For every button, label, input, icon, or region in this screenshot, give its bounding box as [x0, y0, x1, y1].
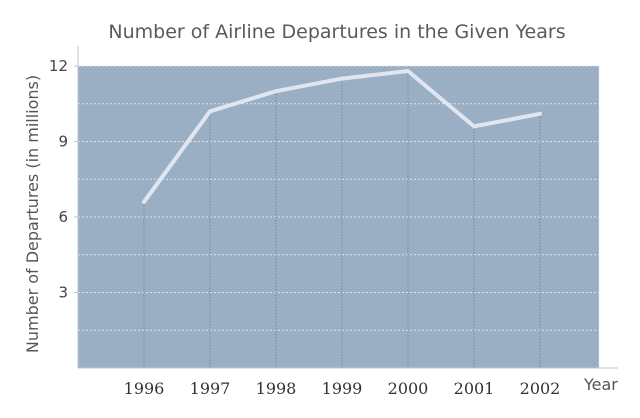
x-tick-label: 2002 [520, 379, 561, 398]
x-axis-label: Year [583, 375, 618, 394]
x-tick-label: 2001 [454, 379, 495, 398]
y-tick-label: 9 [58, 133, 68, 151]
series-line [142, 69, 542, 204]
y-axis-ticks: 3 6 9 12 [49, 57, 78, 302]
y-tick-label: 6 [58, 208, 68, 226]
x-tick-label: 1998 [256, 379, 297, 398]
y-tick-label: 12 [49, 57, 68, 75]
x-tick-label: 1996 [124, 379, 165, 398]
x-tick-label: 1997 [190, 379, 231, 398]
x-axis-ticks: 1996 1997 1998 1999 2000 2001 2002 [124, 379, 561, 398]
y-tick-label: 3 [58, 284, 68, 302]
drop-lines [143, 71, 541, 368]
y-axis-label: Number of Departures (in millions) [23, 75, 42, 353]
x-tick-label: 1999 [322, 379, 363, 398]
grid-lines [78, 65, 600, 368]
x-tick-label: 2000 [388, 379, 429, 398]
chart-title: Number of Airline Departures in the Give… [108, 21, 565, 43]
